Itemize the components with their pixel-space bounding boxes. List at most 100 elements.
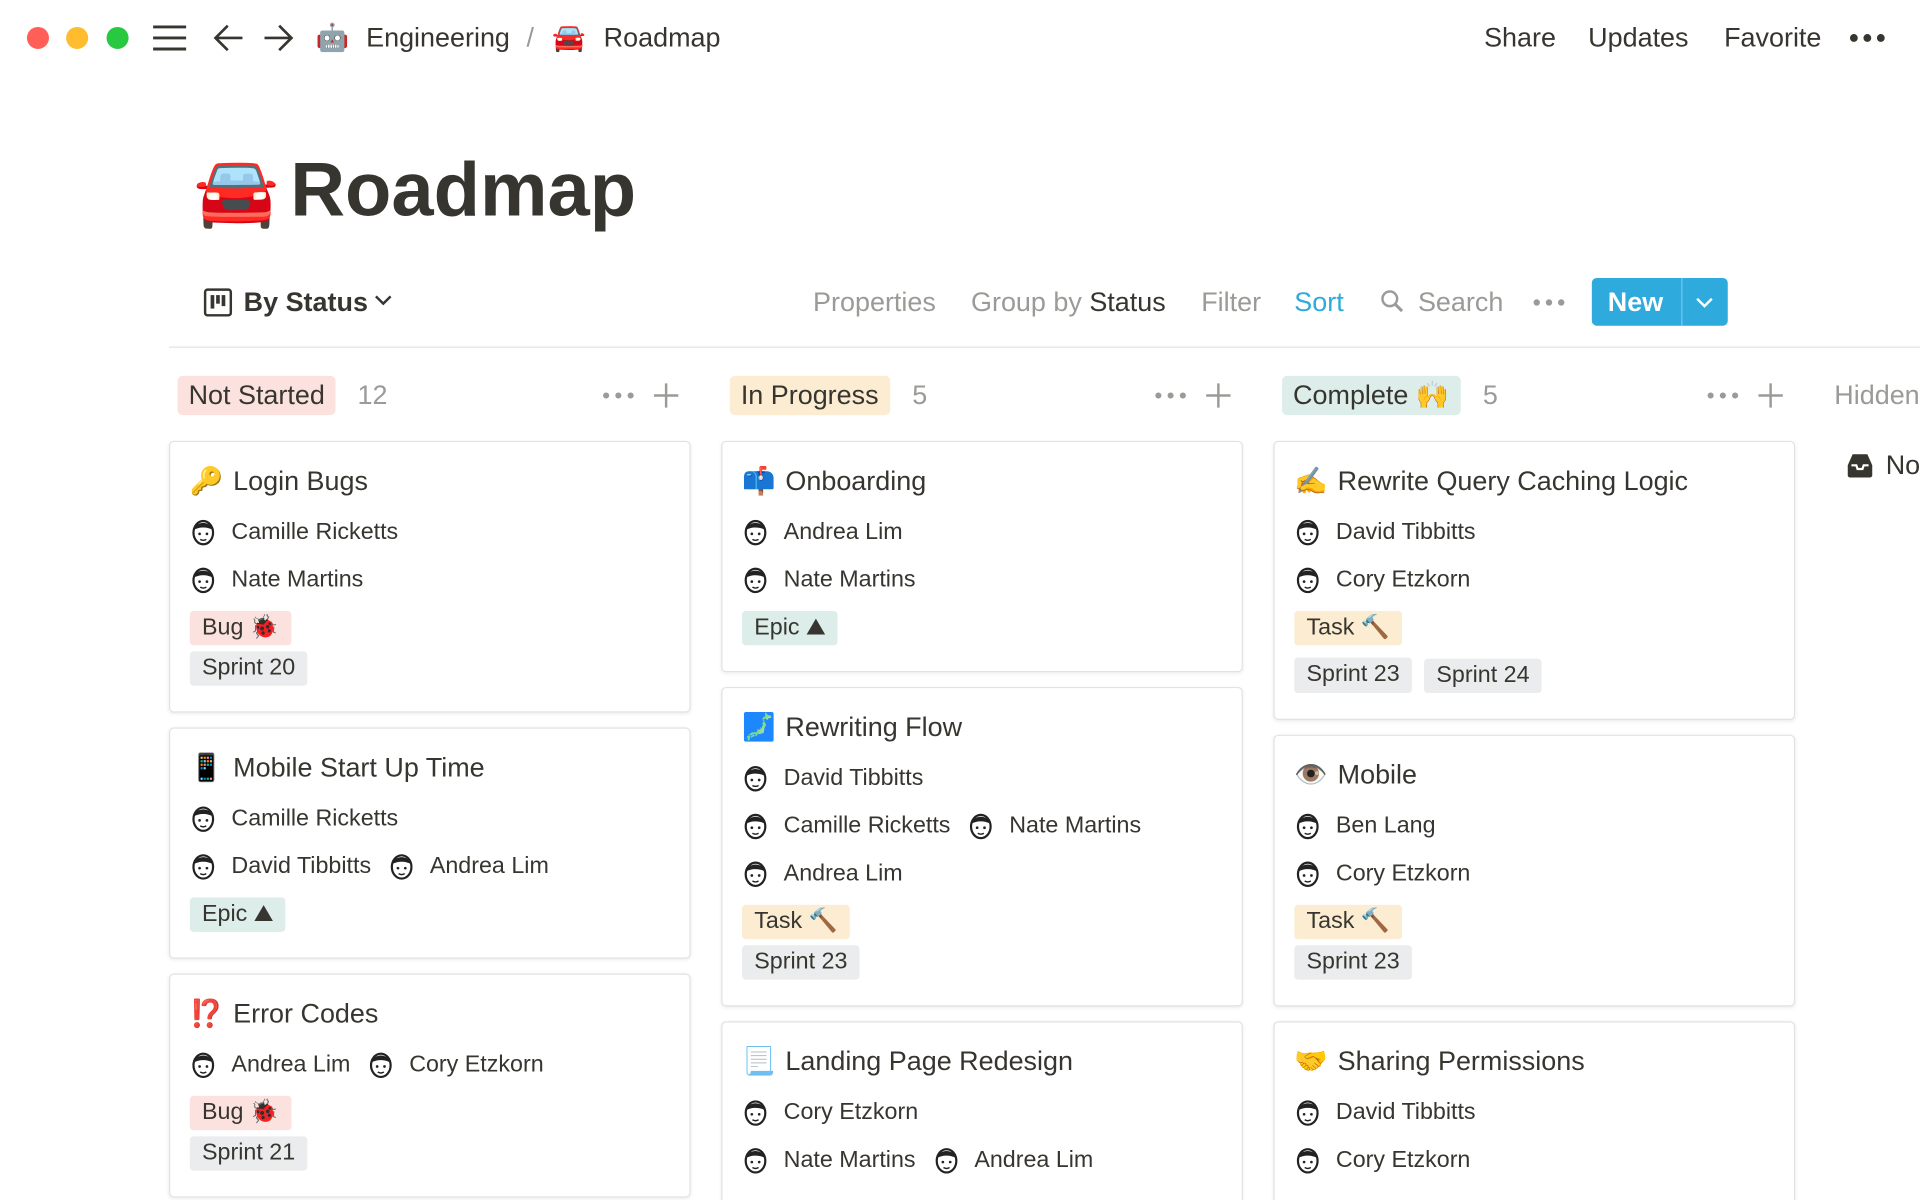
group-by-button[interactable]: Group by Status xyxy=(971,284,1166,321)
hidden-header: Hidden xyxy=(1834,379,1920,411)
person-name: Nate Martins xyxy=(783,566,916,593)
tag: Task 🔨 xyxy=(1294,904,1403,940)
tag: Sprint 24 xyxy=(1424,658,1542,694)
inbox-icon xyxy=(1847,454,1873,478)
card-icon: ⁉️ xyxy=(189,997,224,1029)
person: David Tibbitts xyxy=(742,754,923,802)
avatar xyxy=(192,805,215,832)
person-name: Nate Martins xyxy=(231,566,364,593)
updates-button[interactable]: Updates xyxy=(1588,22,1689,53)
breadcrumb[interactable]: Roadmap xyxy=(603,22,721,53)
person-name: Andrea Lim xyxy=(429,853,549,880)
card[interactable]: 🔑 Login Bugs Camille Ricketts Nate Martins B… xyxy=(168,440,691,713)
avatar xyxy=(192,567,215,593)
avatar xyxy=(192,853,215,880)
column-add[interactable] xyxy=(1758,383,1783,408)
sort-button[interactable]: Sort xyxy=(1294,286,1344,318)
column: Not Started 12 🔑 Login Bugs Camille Ricketts… xyxy=(168,375,691,1200)
breadcrumb[interactable]: Engineering xyxy=(366,22,510,53)
new-button[interactable]: New xyxy=(1591,277,1728,326)
card-icon: 🔑 xyxy=(189,465,224,496)
card[interactable]: ✍️ Rewrite Query Caching Logic David Tibbi… xyxy=(1273,440,1796,720)
new-dropdown[interactable] xyxy=(1696,296,1713,308)
column-count: 12 xyxy=(357,379,388,411)
avatar xyxy=(744,765,767,791)
properties-button[interactable]: Properties xyxy=(813,286,936,318)
card[interactable]: 📱 Mobile Start Up Time Camille Ricketts Dav… xyxy=(168,727,691,959)
person-name: Ben Lang xyxy=(1335,813,1436,839)
person-name: Cory Etzkorn xyxy=(1335,860,1471,887)
person: Cory Etzkorn xyxy=(1294,850,1470,898)
person-name: David Tibbitts xyxy=(783,765,924,792)
board-icon xyxy=(203,288,233,317)
hidden-group[interactable]: No Status xyxy=(1885,449,1920,480)
people-row: Andrea Lim xyxy=(742,850,1222,898)
page-icon: 🚘 xyxy=(193,151,279,229)
menu-icon[interactable] xyxy=(153,23,187,52)
breadcrumb-separator: / xyxy=(526,22,535,53)
person: Nate Martins xyxy=(968,802,1141,850)
card-title: Rewriting Flow xyxy=(785,711,963,743)
card-title-row: 📫 Onboarding xyxy=(742,462,1222,501)
more-button[interactable] xyxy=(1532,296,1566,308)
person: Cory Etzkorn xyxy=(1294,556,1470,604)
new-label: New xyxy=(1607,286,1664,318)
person-name: Camille Ricketts xyxy=(231,519,399,545)
column-add[interactable] xyxy=(653,383,679,408)
tag: Task 🔨 xyxy=(742,904,850,940)
column-more[interactable] xyxy=(602,391,634,401)
person: Nate Martins xyxy=(742,1136,916,1184)
people-row: Ben Lang xyxy=(1294,802,1774,850)
card-title-row: 🗾 Rewriting Flow xyxy=(742,708,1222,747)
card-title: Error Codes xyxy=(233,997,379,1029)
column-more[interactable] xyxy=(1707,391,1739,401)
avatar xyxy=(1296,813,1319,839)
card[interactable]: 👁️ Mobile Ben Lang Cory Etzkorn Task 🔨 Sprint… xyxy=(1273,734,1796,1007)
people-row: David Tibbitts xyxy=(1294,1089,1774,1137)
column: Complete 🙌 5 ✍️ Rewrite Query Caching Logic… xyxy=(1273,375,1796,1200)
person: Nate Martins xyxy=(190,556,364,604)
person: Andrea Lim xyxy=(933,1136,1094,1184)
more-button[interactable] xyxy=(1849,32,1888,44)
column-more[interactable] xyxy=(1155,391,1187,401)
close-button[interactable] xyxy=(26,26,49,49)
minimize-button[interactable] xyxy=(66,26,89,49)
share-button[interactable]: Share xyxy=(1484,22,1556,53)
nav-arrows[interactable] xyxy=(213,23,299,52)
zoom-button[interactable] xyxy=(106,26,129,49)
filter-button[interactable]: Filter xyxy=(1201,286,1262,318)
column-add[interactable] xyxy=(1206,383,1231,408)
search-icon xyxy=(1381,290,1404,313)
people-row: Camille Ricketts Nate Martins xyxy=(742,802,1222,850)
avatar xyxy=(192,519,215,545)
avatar xyxy=(370,1051,392,1078)
person: Cory Etzkorn xyxy=(1294,1136,1470,1184)
person-name: Andrea Lim xyxy=(974,1147,1094,1174)
card-icon: 👁️ xyxy=(1294,759,1328,790)
card-title-row: 📃 Landing Page Redesign xyxy=(742,1042,1222,1081)
status-pill: In Progress xyxy=(729,375,890,416)
card-title-row: 🤝 Sharing Permissions xyxy=(1294,1042,1774,1081)
search-button[interactable]: Search xyxy=(1417,286,1504,318)
card[interactable]: 🤝 Sharing Permissions David Tibbitts Cory E… xyxy=(1273,1021,1796,1200)
card[interactable]: 📫 Onboarding Andrea Lim Nate Martins Epic ⛰ xyxy=(721,440,1243,673)
avatar xyxy=(1296,860,1319,887)
person: Andrea Lim xyxy=(388,842,549,890)
card[interactable]: 📃 Landing Page Redesign Cory Etzkorn Nate M… xyxy=(721,1021,1243,1200)
person-name: David Tibbitts xyxy=(1335,1099,1476,1126)
person-name: David Tibbitts xyxy=(231,853,372,880)
tag: Task 🔨 xyxy=(1294,611,1403,646)
avatar xyxy=(744,1147,767,1173)
divider xyxy=(168,346,1920,348)
favorite-button[interactable]: Favorite xyxy=(1724,22,1822,53)
person-name: Cory Etzkorn xyxy=(783,1099,919,1126)
card-title-row: ✍️ Rewrite Query Caching Logic xyxy=(1294,462,1774,501)
people-row: Camille Ricketts xyxy=(190,795,670,843)
card[interactable]: 🗾 Rewriting Flow David Tibbitts Camille Ric… xyxy=(721,686,1243,1007)
card[interactable]: ⁉️ Error Codes Andrea Lim Cory Etzkorn Bug 🐞… xyxy=(168,973,691,1198)
person: Andrea Lim xyxy=(742,508,903,556)
view-selector[interactable]: By Status xyxy=(243,286,368,318)
card-title-row: ⁉️ Error Codes xyxy=(190,994,670,1033)
person: David Tibbitts xyxy=(1294,508,1476,556)
card-title-row: 🔑 Login Bugs xyxy=(190,462,670,501)
